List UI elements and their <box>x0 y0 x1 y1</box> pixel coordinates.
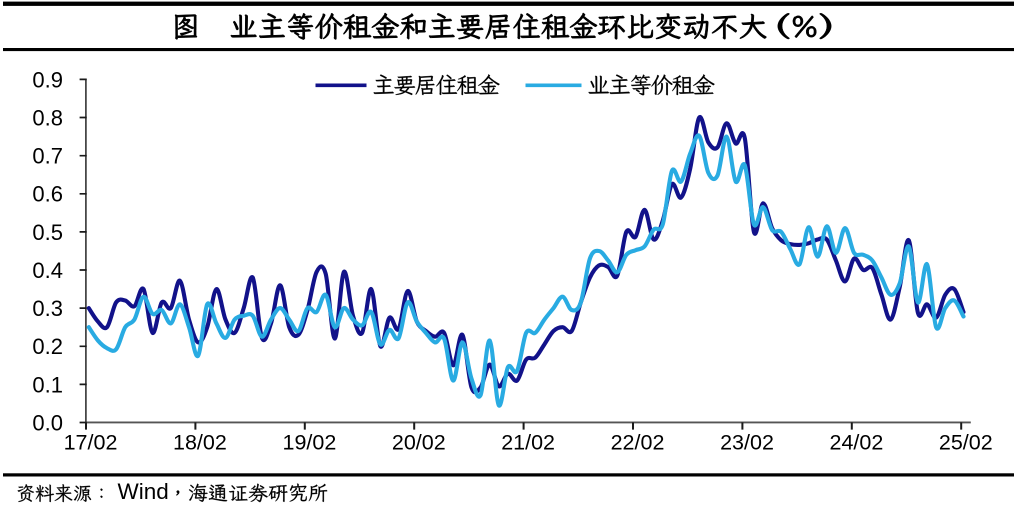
svg-text:0.7: 0.7 <box>32 144 63 169</box>
svg-text:0.9: 0.9 <box>32 67 63 92</box>
svg-text:0.8: 0.8 <box>32 105 63 130</box>
svg-text:0.6: 0.6 <box>32 182 63 207</box>
svg-text:22/02: 22/02 <box>611 431 665 455</box>
svg-text:0.0: 0.0 <box>32 410 63 435</box>
svg-text:23/02: 23/02 <box>720 431 774 455</box>
svg-text:0.2: 0.2 <box>32 334 63 359</box>
svg-text:19/02: 19/02 <box>282 431 336 455</box>
svg-text:0.3: 0.3 <box>32 296 63 321</box>
svg-text:17/02: 17/02 <box>64 431 118 455</box>
svg-text:0.5: 0.5 <box>32 220 63 245</box>
svg-text:0.4: 0.4 <box>32 258 63 283</box>
svg-text:20/02: 20/02 <box>392 431 446 455</box>
svg-text:25/02: 25/02 <box>939 431 993 455</box>
svg-text:24/02: 24/02 <box>829 431 883 455</box>
svg-text:0.1: 0.1 <box>32 372 63 397</box>
svg-text:21/02: 21/02 <box>501 431 555 455</box>
svg-text:Wind: Wind <box>118 479 169 504</box>
svg-text:18/02: 18/02 <box>173 431 227 455</box>
